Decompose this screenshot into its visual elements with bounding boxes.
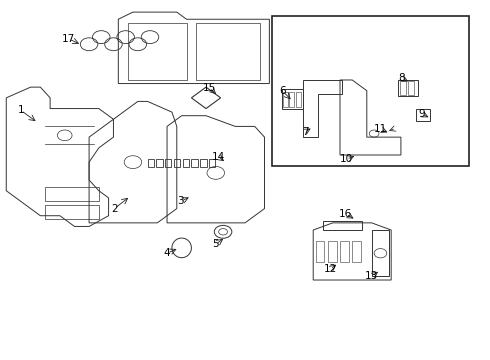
Bar <box>45 187 99 202</box>
Bar <box>295 93 300 107</box>
Bar <box>156 158 163 167</box>
Bar <box>372 230 389 276</box>
Text: 1: 1 <box>18 105 24 115</box>
Bar <box>272 16 469 166</box>
Bar <box>408 81 414 95</box>
Text: 17: 17 <box>62 34 75 44</box>
Bar <box>323 221 362 230</box>
Bar <box>147 158 154 167</box>
Bar <box>340 241 349 262</box>
Bar <box>316 241 324 262</box>
Text: 10: 10 <box>340 154 353 164</box>
Bar <box>352 241 361 262</box>
Bar <box>183 158 189 167</box>
Bar <box>416 109 430 121</box>
Text: 4: 4 <box>164 248 171 258</box>
Bar <box>282 89 303 109</box>
Text: 7: 7 <box>302 127 308 137</box>
Bar <box>398 80 418 96</box>
Bar <box>196 23 260 80</box>
Bar <box>400 81 406 95</box>
Text: 13: 13 <box>365 271 378 282</box>
Bar <box>200 158 206 167</box>
Text: 15: 15 <box>203 83 216 93</box>
Bar <box>192 158 198 167</box>
Bar <box>174 158 180 167</box>
Bar <box>283 93 288 107</box>
Text: 2: 2 <box>111 203 118 213</box>
Text: 12: 12 <box>323 264 337 274</box>
Bar <box>165 158 172 167</box>
Text: 14: 14 <box>212 152 225 162</box>
Text: 16: 16 <box>339 209 352 219</box>
Text: 9: 9 <box>418 109 425 119</box>
Bar <box>209 158 215 167</box>
Text: 8: 8 <box>398 73 405 83</box>
Text: 11: 11 <box>374 124 387 134</box>
Text: 5: 5 <box>213 239 219 249</box>
Bar <box>289 93 294 107</box>
Bar <box>45 205 99 219</box>
Text: 6: 6 <box>280 86 286 96</box>
Bar <box>128 23 187 80</box>
Bar <box>328 241 337 262</box>
Text: 3: 3 <box>177 197 184 206</box>
